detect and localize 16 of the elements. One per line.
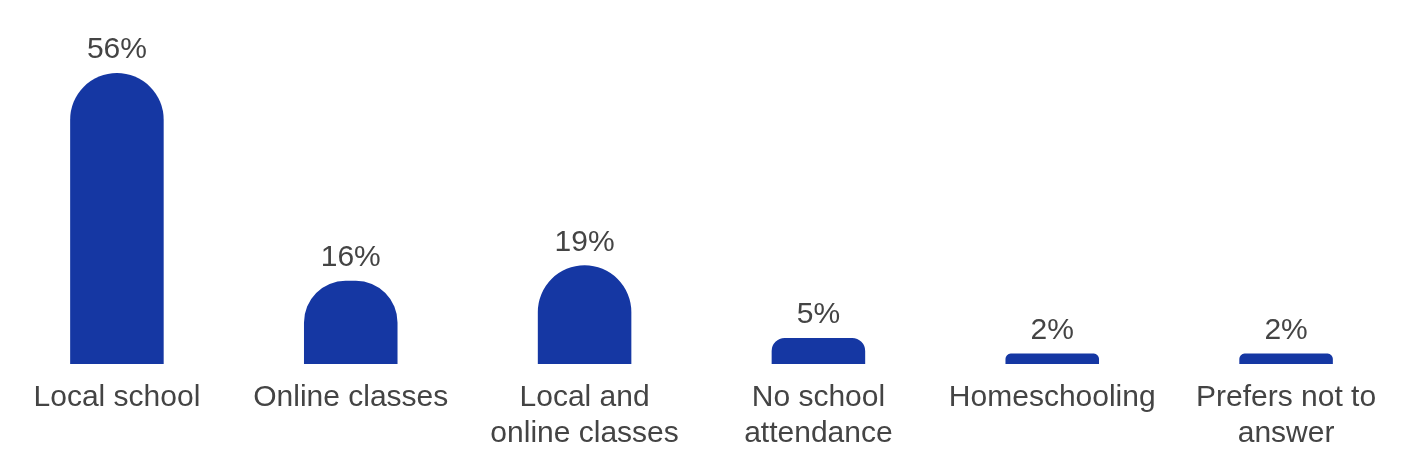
x-tick-label: Prefers not to answer bbox=[1196, 379, 1377, 449]
x-tick-label: Local and online classes bbox=[490, 379, 679, 449]
x-tick-label: Homeschooling bbox=[948, 379, 1156, 413]
data-label: 16% bbox=[320, 239, 381, 273]
x-tick-label: Local school bbox=[33, 379, 201, 413]
data-label: 19% bbox=[554, 223, 615, 257]
bar bbox=[1005, 353, 1100, 364]
bar bbox=[1239, 353, 1333, 364]
bar bbox=[70, 73, 164, 364]
data-label: 2% bbox=[1264, 311, 1308, 345]
data-label: 56% bbox=[86, 31, 147, 65]
x-tick-label: No school attendance bbox=[744, 379, 893, 449]
x-tick-label: Online classes bbox=[253, 379, 449, 413]
data-label: 5% bbox=[796, 296, 841, 330]
data-label: 2% bbox=[1030, 311, 1074, 345]
bar bbox=[771, 338, 866, 364]
